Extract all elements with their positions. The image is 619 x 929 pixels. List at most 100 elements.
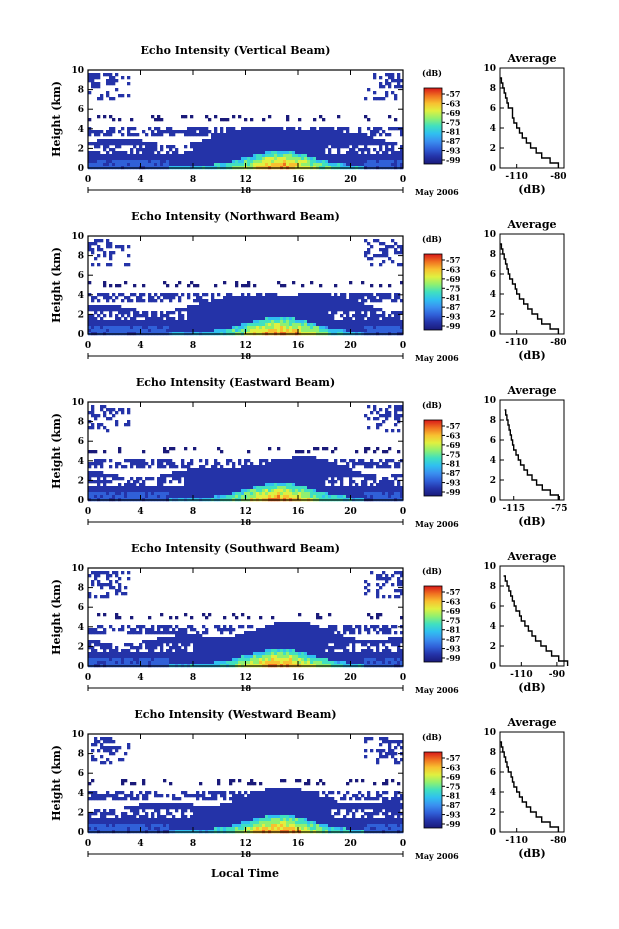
heatmap-cell [130, 157, 134, 161]
heatmap-cell [274, 486, 278, 490]
heatmap-cell [394, 486, 398, 490]
heatmap-cell [196, 326, 200, 330]
heatmap-cell [394, 127, 398, 131]
heatmap-cell [307, 142, 311, 146]
heatmap-cell [244, 151, 248, 155]
heatmap-cell [133, 314, 137, 318]
heatmap-cell [175, 329, 179, 333]
heatmap-cell [151, 625, 155, 629]
heatmap-cell [355, 154, 359, 158]
y-tick-label: 10 [71, 398, 84, 408]
heatmap-cell [199, 305, 203, 309]
heatmap-cell [301, 492, 305, 496]
heatmap-cell [373, 405, 377, 409]
heatmap-cell [340, 133, 344, 137]
heatmap-cell [334, 139, 338, 143]
heatmap-cell [106, 571, 110, 575]
heatmap-cell [349, 160, 353, 164]
heatmap-cell [160, 465, 164, 469]
heatmap-cell [235, 329, 239, 333]
heatmap-cell [214, 302, 218, 306]
heatmap-cell [226, 148, 230, 152]
heatmap-cell [328, 139, 332, 143]
heatmap-cell [247, 483, 251, 487]
heatmap-cell [370, 492, 374, 496]
heatmap-cell [253, 634, 257, 638]
heatmap-cell [235, 320, 239, 324]
heatmap-cell [367, 296, 371, 300]
heatmap-cell [91, 263, 95, 267]
heatmap-cell [133, 480, 137, 484]
heatmap-cell [271, 489, 275, 493]
heatmap-cell [112, 323, 116, 327]
heatmap-cell [340, 320, 344, 324]
heatmap-cell [235, 634, 239, 638]
heatmap-cell [178, 652, 182, 656]
heatmap-cell [229, 127, 233, 131]
heatmap-cell [247, 489, 251, 493]
heatmap-cell [322, 139, 326, 143]
heatmap-cell [331, 483, 335, 487]
heatmap-cell [304, 139, 308, 143]
heatmap-cell [220, 658, 224, 662]
heatmap-cell [175, 130, 179, 134]
heatmap-cell [106, 417, 110, 421]
heatmap-cell [328, 323, 332, 327]
heatmap-cell [361, 489, 365, 493]
heatmap-cell [226, 489, 230, 493]
x-tick-label: 8 [190, 175, 196, 185]
heatmap-cell [283, 495, 287, 499]
heatmap-cell [340, 495, 344, 499]
heatmap-cell [94, 160, 98, 164]
heatmap-cell [169, 649, 173, 653]
heatmap-cell [103, 661, 107, 665]
heatmap-cell [208, 305, 212, 309]
heatmap-cell [205, 655, 209, 659]
heatmap-cell [286, 160, 290, 164]
heatmap-cell [262, 495, 266, 499]
heatmap-cell [223, 118, 227, 122]
heatmap-cell [229, 640, 233, 644]
heatmap-cell [157, 163, 161, 167]
heatmap-cell [352, 163, 356, 167]
heatmap-cell [220, 299, 224, 303]
heatmap-cell [289, 136, 293, 140]
heatmap-cell [133, 154, 137, 158]
heatmap-cell [289, 326, 293, 330]
heatmap-cell [148, 127, 152, 131]
heatmap-cell [256, 323, 260, 327]
heatmap-cell [163, 329, 167, 333]
heatmap-cell [310, 471, 314, 475]
heatmap-cell [103, 643, 107, 647]
heatmap-cell [310, 127, 314, 131]
heatmap-cell [244, 118, 248, 122]
heatmap-cell [139, 142, 143, 146]
heatmap-cell [292, 456, 296, 460]
heatmap-cell [220, 489, 224, 493]
heatmap-cell [256, 652, 260, 656]
heatmap-cell [118, 329, 122, 333]
heatmap-cell [214, 474, 218, 478]
heatmap-cell [97, 163, 101, 167]
heatmap-cell [115, 462, 119, 466]
heatmap-cell [121, 489, 125, 493]
heatmap-cell [190, 142, 194, 146]
heatmap-cell [253, 323, 257, 327]
heatmap-cell [397, 489, 401, 493]
heatmap-cell [385, 429, 389, 433]
heatmap-cell [181, 329, 185, 333]
heatmap-cell [337, 154, 341, 158]
heatmap-cell [133, 160, 137, 164]
heatmap-cell [328, 299, 332, 303]
heatmap-cell [250, 465, 254, 469]
heatmap-cell [262, 652, 266, 656]
heatmap-cell [94, 474, 98, 478]
heatmap-cell [136, 646, 140, 650]
heatmap-cell [184, 652, 188, 656]
heatmap-cell [391, 492, 395, 496]
heatmap-cell [124, 486, 128, 490]
heatmap-cell [190, 480, 194, 484]
heatmap-cell [211, 317, 215, 321]
heatmap-cell [247, 151, 251, 155]
heatmap-cell [343, 311, 347, 315]
